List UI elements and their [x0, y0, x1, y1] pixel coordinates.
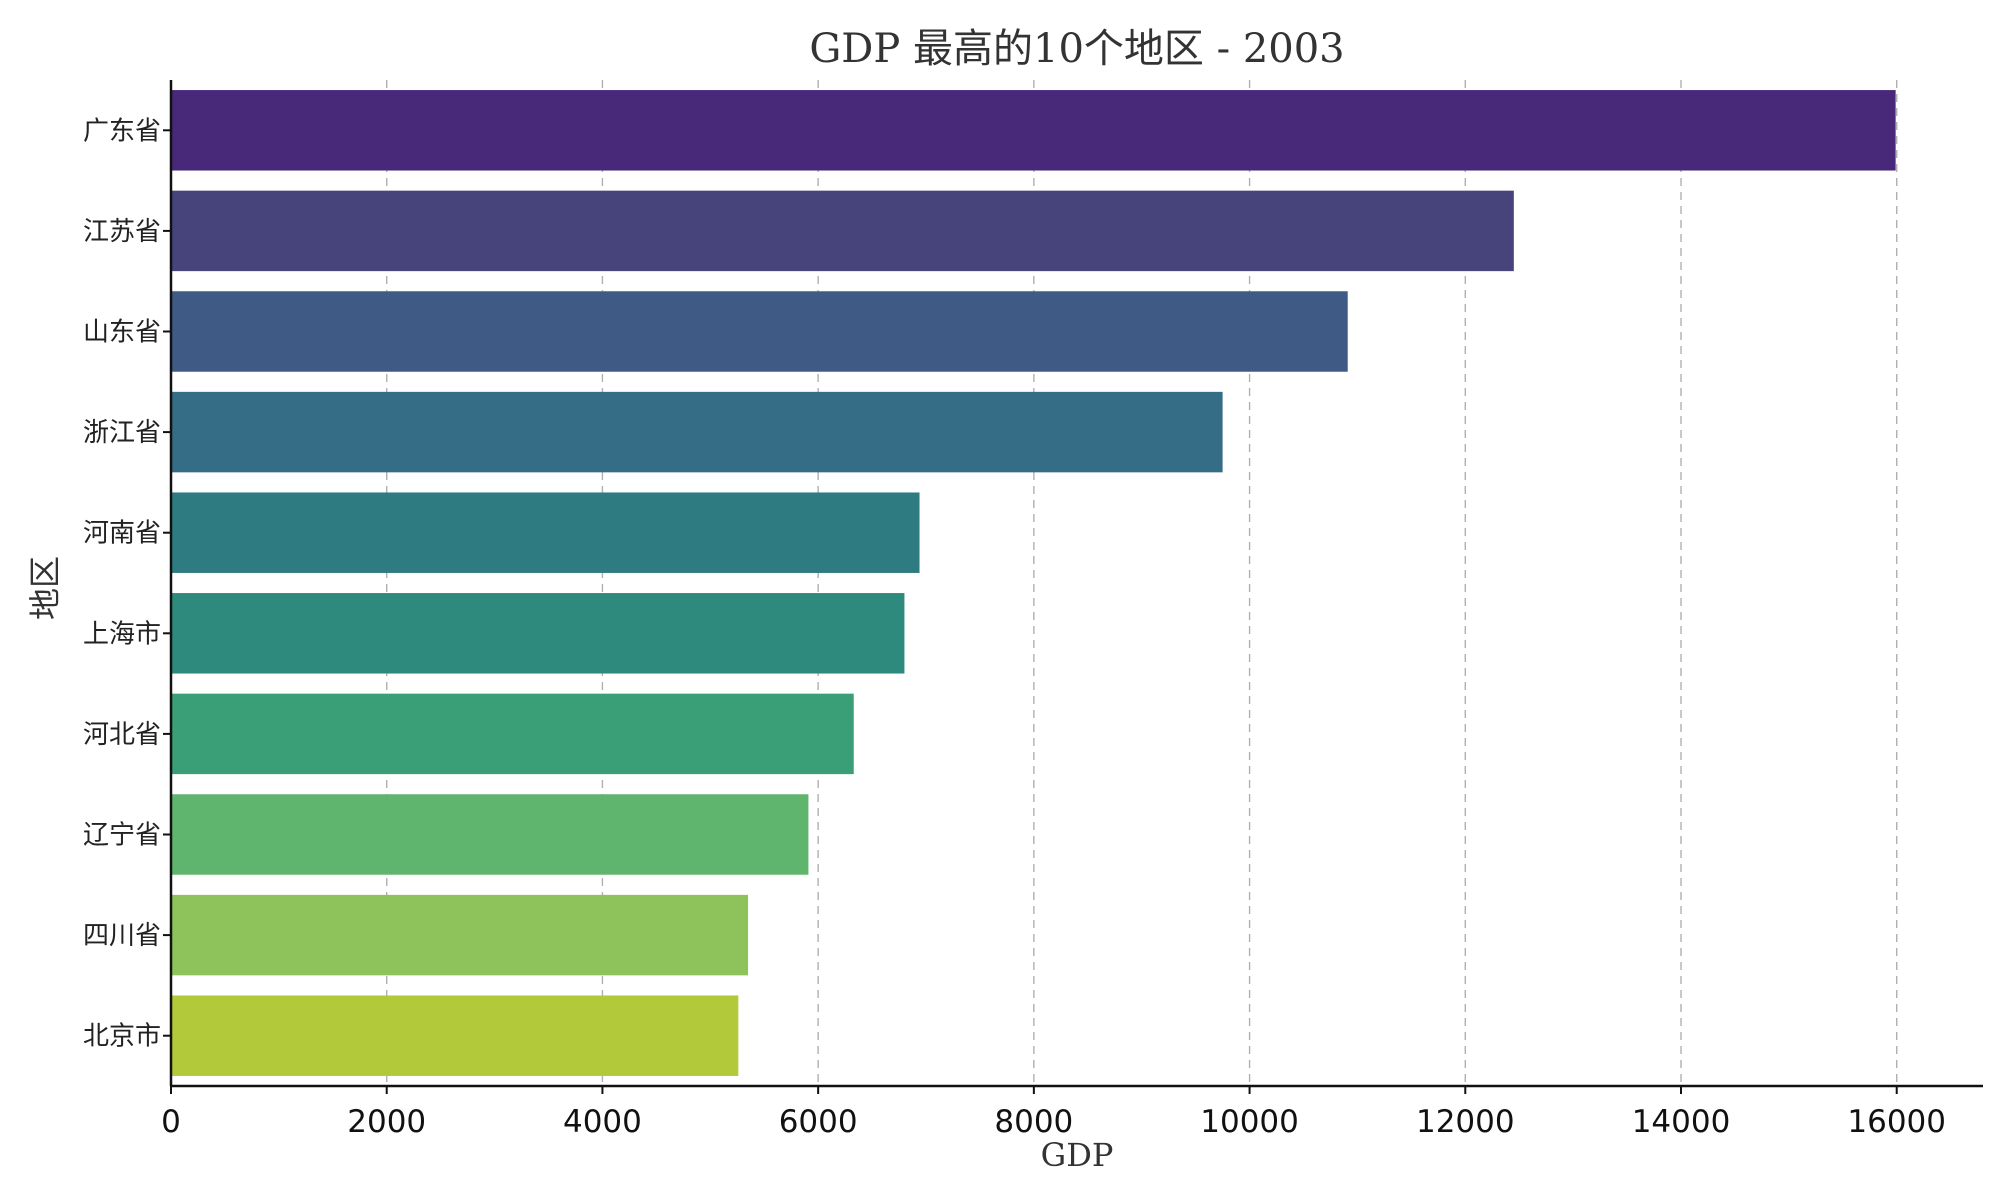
bar [171, 291, 1348, 372]
bar [171, 794, 809, 875]
x-tick-labels: 0 2000 4000 6000 8000 10000 12000 14000 16000 [161, 1086, 1946, 1140]
chart-title: GDP 最高的10个地区 - 2003 [809, 26, 1344, 72]
y-tick-label: 河北省 [83, 720, 161, 750]
y-tick-label: 河南省 [83, 519, 161, 549]
bar [171, 391, 1223, 473]
x-tick-label: 4000 [563, 1104, 642, 1140]
bar [171, 693, 854, 775]
y-tick-label: 江苏省 [83, 217, 161, 247]
y-tick-label: 山东省 [83, 318, 161, 348]
bar [171, 90, 1896, 171]
x-tick-label: 6000 [779, 1104, 858, 1140]
y-tick-label: 浙江省 [83, 418, 161, 448]
bar [171, 894, 749, 976]
y-tick-label: 上海市 [83, 619, 161, 649]
bars [171, 90, 1896, 1076]
y-tick-label: 北京市 [83, 1022, 161, 1052]
x-tick-label: 8000 [994, 1104, 1073, 1140]
x-tick-label: 12000 [1416, 1104, 1515, 1140]
x-axis-label: GDP [1041, 1136, 1114, 1174]
bar [171, 995, 739, 1076]
bar [171, 593, 905, 674]
x-tick-label: 10000 [1200, 1104, 1299, 1140]
x-tick-label: 14000 [1632, 1104, 1731, 1140]
x-tick-label: 0 [161, 1104, 181, 1140]
x-tick-label: 16000 [1847, 1104, 1946, 1140]
y-axis-label: 地区 [26, 556, 64, 620]
y-tick-label: 辽宁省 [83, 821, 161, 851]
x-tick-label: 2000 [347, 1104, 426, 1140]
y-tick-label: 广东省 [83, 116, 161, 146]
bar [171, 190, 1514, 272]
y-tick-label: 四川省 [83, 921, 161, 951]
bar [171, 492, 920, 573]
